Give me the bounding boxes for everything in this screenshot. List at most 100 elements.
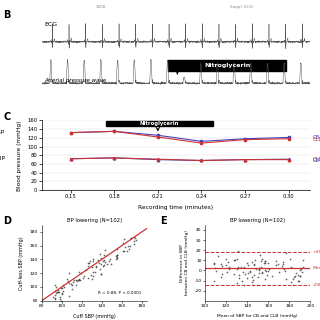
Point: [54, 289, 60, 294]
Point: [246, 270, 251, 275]
Point: [100, 263, 106, 268]
Point: [282, 268, 287, 274]
Point: [281, 262, 286, 267]
Point: [226, 266, 231, 271]
Point: [93, 264, 99, 269]
Point: [273, 259, 278, 264]
Point: [251, 262, 256, 267]
Point: [126, 244, 131, 249]
Text: E: E: [160, 216, 167, 226]
Point: [262, 260, 267, 265]
Point: [77, 277, 83, 282]
Point: [253, 267, 259, 272]
Text: Arterial pressure wave: Arterial pressure wave: [44, 78, 107, 84]
Point: [245, 262, 251, 267]
X-axis label: Mean of SBP for CB and CLB (mmHg): Mean of SBP for CB and CLB (mmHg): [218, 314, 298, 318]
Point: [259, 265, 264, 270]
Text: ECG: ECG: [44, 22, 57, 28]
Point: [252, 273, 257, 278]
Point: [58, 294, 63, 299]
Point: [212, 266, 217, 271]
Point: [115, 255, 120, 260]
Point: [59, 285, 64, 290]
Point: [225, 260, 230, 265]
Point: [297, 278, 302, 283]
Point: [257, 252, 262, 257]
Point: [78, 270, 84, 276]
Point: [252, 263, 257, 268]
Point: [58, 297, 63, 302]
Point: [219, 271, 224, 276]
Point: [77, 276, 82, 282]
Point: [300, 258, 305, 263]
Point: [294, 271, 299, 276]
Point: [225, 269, 230, 275]
Point: [251, 282, 256, 287]
Point: [71, 277, 76, 282]
Point: [58, 299, 63, 304]
Point: [216, 254, 221, 259]
Point: [52, 289, 57, 294]
Point: [259, 258, 264, 263]
Point: [68, 282, 74, 287]
Point: [85, 263, 90, 268]
Point: [253, 258, 258, 263]
Point: [232, 258, 237, 263]
Point: [280, 260, 285, 265]
Point: [65, 277, 70, 282]
Point: [226, 264, 231, 269]
Point: [56, 287, 61, 292]
Point: [132, 235, 137, 240]
Point: [86, 261, 92, 266]
Point: [114, 247, 119, 252]
Y-axis label: Blood pressure (mmHg): Blood pressure (mmHg): [17, 120, 22, 190]
Text: DBP: DBP: [0, 156, 5, 161]
Text: D: D: [3, 216, 11, 226]
Point: [98, 271, 103, 276]
Point: [297, 274, 302, 279]
Text: CLB: CLB: [313, 137, 320, 142]
Point: [124, 248, 129, 253]
Point: [262, 258, 268, 263]
Point: [84, 268, 89, 273]
Title: BP lowering (N=102): BP lowering (N=102): [67, 218, 122, 223]
Point: [56, 290, 61, 295]
Point: [102, 259, 108, 264]
Point: [67, 270, 72, 276]
Point: [81, 273, 86, 278]
Point: [276, 269, 282, 274]
Point: [263, 268, 268, 274]
Point: [249, 260, 254, 265]
Point: [114, 253, 119, 259]
Point: [52, 283, 57, 288]
Point: [295, 272, 300, 277]
Point: [234, 280, 239, 285]
Point: [62, 285, 67, 290]
Point: [115, 254, 120, 260]
Point: [212, 260, 217, 265]
Point: [109, 262, 114, 267]
Point: [87, 259, 92, 264]
Point: [70, 279, 76, 284]
Point: [76, 278, 81, 283]
Point: [100, 259, 106, 264]
Point: [236, 275, 242, 280]
Point: [263, 261, 268, 266]
Point: [66, 279, 71, 284]
Point: [73, 278, 78, 283]
Point: [121, 249, 126, 254]
Point: [219, 274, 224, 279]
Point: [99, 255, 104, 260]
Point: [132, 242, 137, 247]
Text: C: C: [3, 112, 11, 122]
Point: [127, 244, 132, 249]
Point: [69, 286, 75, 292]
Point: [98, 271, 103, 276]
Point: [265, 268, 270, 273]
Point: [219, 263, 224, 268]
Text: 1000: 1000: [96, 5, 106, 9]
Point: [298, 274, 303, 279]
Point: [259, 257, 264, 262]
Point: [250, 275, 255, 280]
Point: [114, 256, 119, 261]
